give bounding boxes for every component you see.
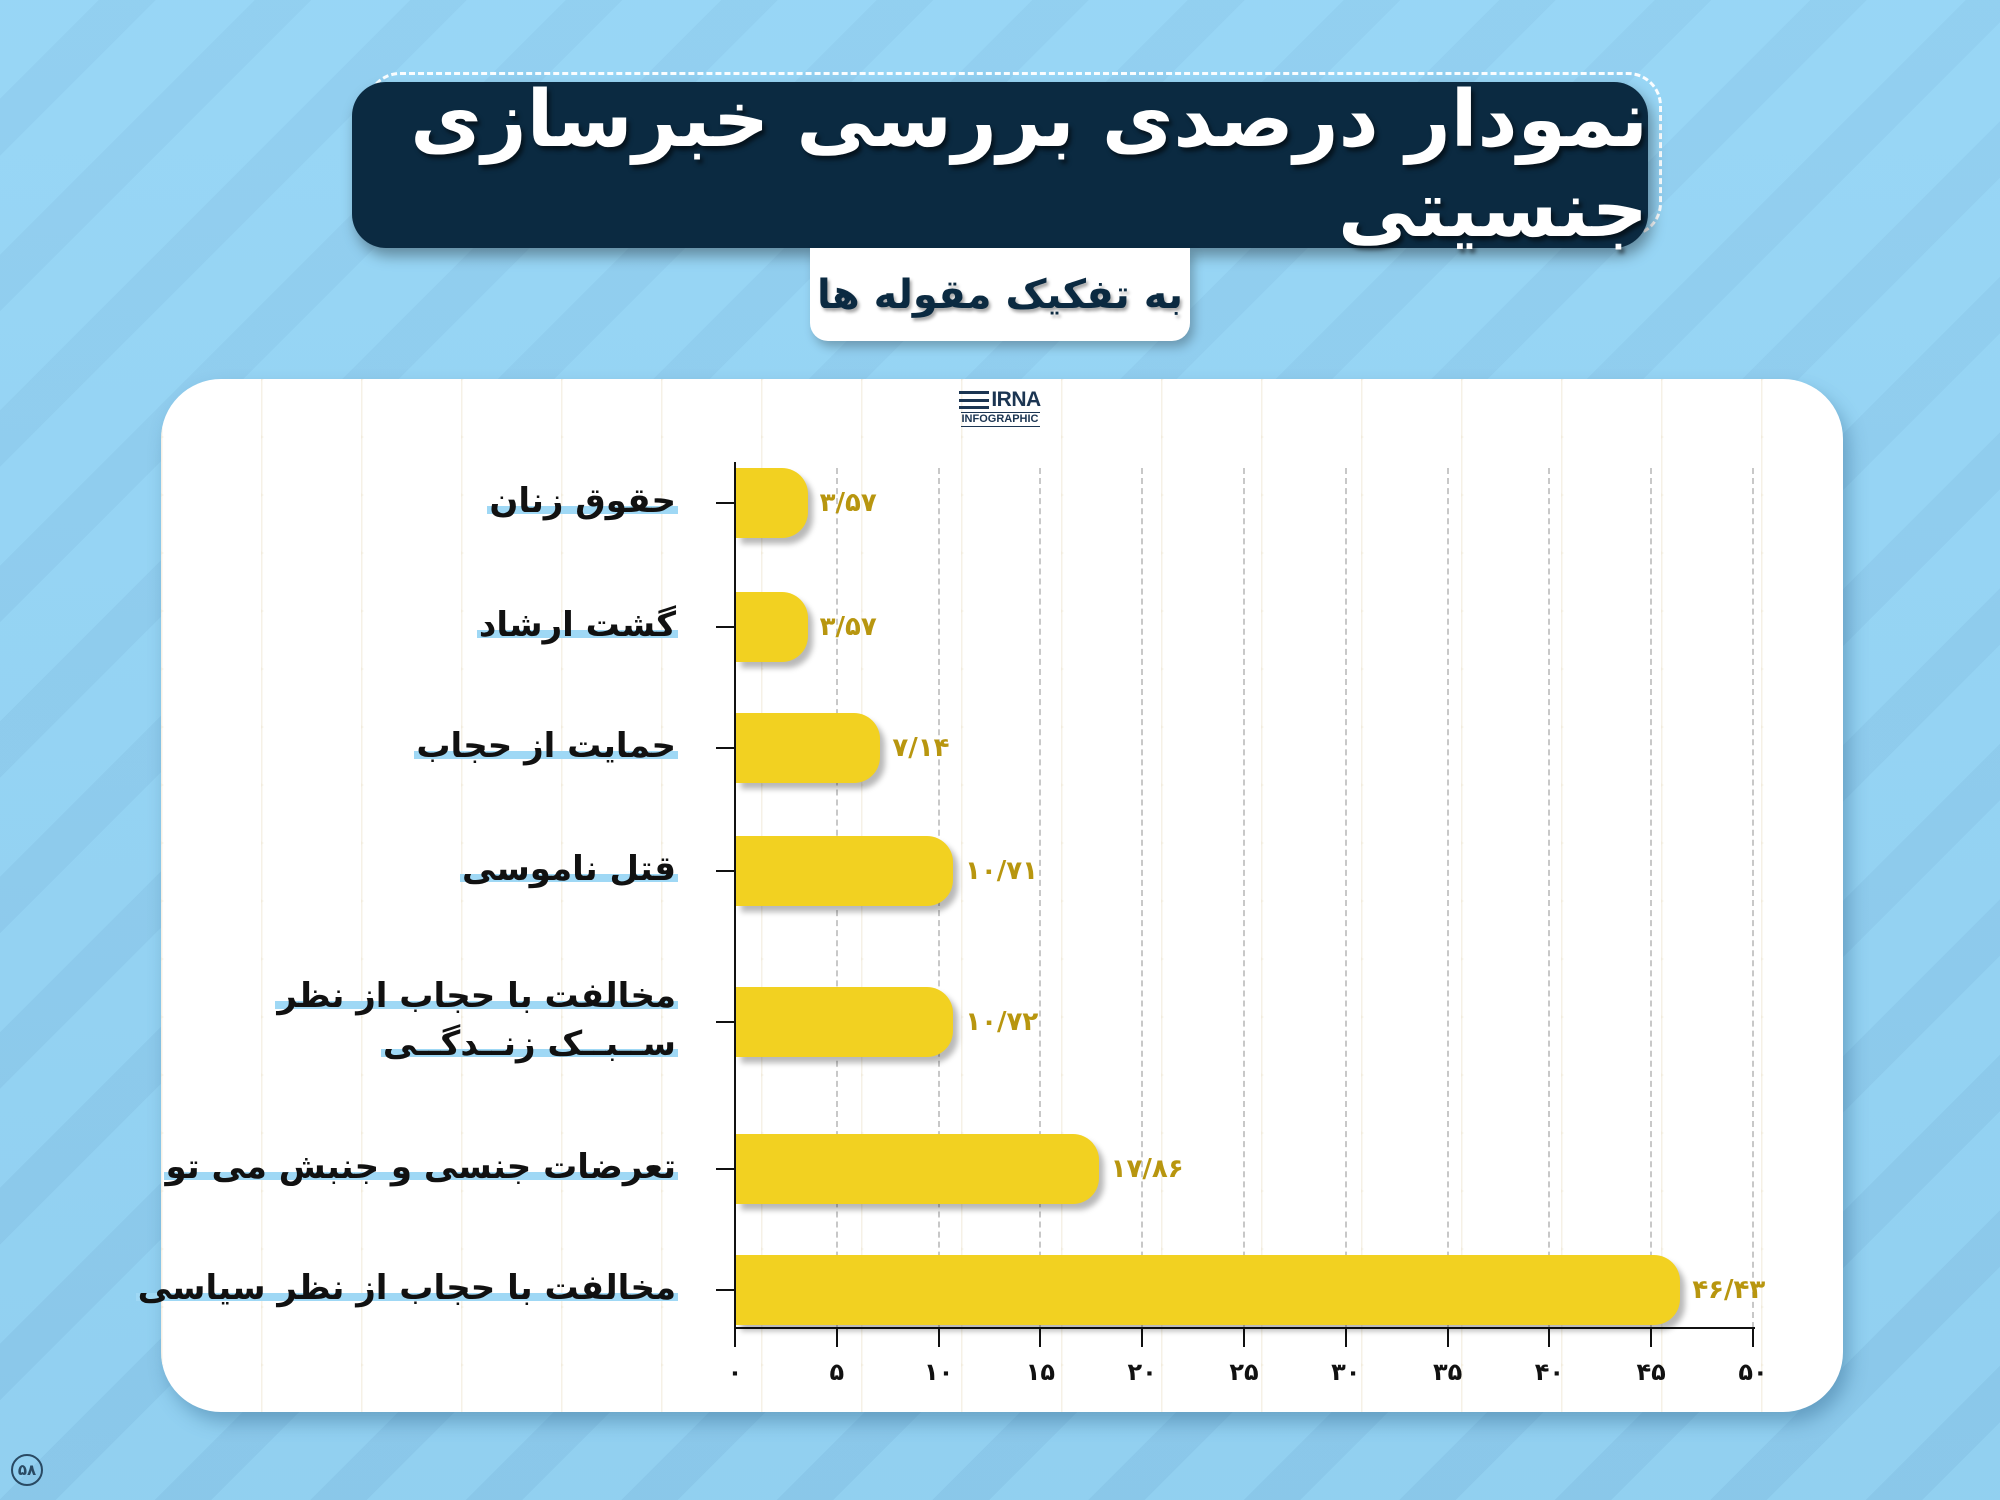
y-tick bbox=[716, 1021, 735, 1023]
x-tick bbox=[1141, 1327, 1144, 1347]
category-label-line: حقوق زنان bbox=[487, 481, 678, 521]
x-tick-label: ۵۰ bbox=[1738, 1358, 1768, 1386]
bar bbox=[736, 836, 954, 906]
category-label: حمایت از حجاب bbox=[414, 722, 678, 770]
category-label-line: ســبــک زنــدگــی bbox=[380, 1024, 678, 1064]
gridline bbox=[1446, 468, 1449, 1328]
category-label-line: قتل ناموسی bbox=[459, 849, 678, 889]
bar-value-label: ۱۰/۷۲ bbox=[965, 1007, 1039, 1037]
y-tick bbox=[716, 1289, 735, 1291]
bar bbox=[736, 987, 954, 1057]
category-label: قتل ناموسی bbox=[459, 845, 678, 893]
x-tick-label: ۲۵ bbox=[1229, 1358, 1259, 1386]
x-tick-label: ۱۰ bbox=[923, 1358, 954, 1386]
gridline bbox=[1141, 468, 1144, 1328]
bar bbox=[736, 1255, 1681, 1325]
y-tick bbox=[716, 1168, 735, 1170]
page-subtitle: به تفکیک مقوله ها bbox=[816, 271, 1184, 318]
page-number: ۵۸ bbox=[11, 1454, 43, 1486]
y-tick bbox=[716, 626, 735, 628]
x-tick bbox=[1243, 1327, 1245, 1347]
x-tick-label: ۵ bbox=[829, 1358, 845, 1386]
gridline bbox=[1243, 468, 1245, 1328]
x-tick bbox=[734, 1327, 736, 1347]
bar-value-label: ۱۰/۷۱ bbox=[965, 856, 1039, 886]
y-tick bbox=[716, 747, 735, 749]
x-tick bbox=[1039, 1327, 1042, 1347]
x-tick-label: ۳۰ bbox=[1331, 1358, 1361, 1386]
x-tick bbox=[1548, 1327, 1551, 1347]
y-tick bbox=[716, 502, 735, 504]
irna-logo: IRNA INFOGRAPHIC bbox=[954, 388, 1046, 436]
bar-value-label: ۴۶/۴۳ bbox=[1692, 1275, 1766, 1305]
x-tick bbox=[1752, 1327, 1754, 1347]
gridline bbox=[1039, 468, 1042, 1328]
logo-brand: IRNA bbox=[991, 388, 1041, 411]
bar-value-label: ۷/۱۴ bbox=[892, 733, 950, 763]
category-label-line: حمایت از حجاب bbox=[414, 726, 678, 766]
x-tick-label: ۲۰ bbox=[1127, 1358, 1157, 1386]
x-tick bbox=[937, 1327, 940, 1347]
x-tick bbox=[835, 1327, 838, 1347]
y-axis-line bbox=[734, 462, 736, 1330]
bar-value-label: ۱۷/۸۶ bbox=[1110, 1154, 1184, 1184]
x-tick-label: ۱۵ bbox=[1025, 1358, 1056, 1386]
bar bbox=[736, 1134, 1099, 1204]
subtitle-box: به تفکیک مقوله ها bbox=[810, 248, 1190, 341]
x-tick bbox=[1650, 1327, 1653, 1347]
x-tick bbox=[1446, 1327, 1449, 1347]
x-tick bbox=[1344, 1327, 1347, 1347]
bar bbox=[736, 468, 808, 538]
bar bbox=[736, 592, 808, 662]
page-title: نمودار درصدی بررسی خبرسازی جنسیتی bbox=[410, 75, 1649, 255]
gridline bbox=[1344, 468, 1347, 1328]
x-tick-label: ۰ bbox=[727, 1358, 743, 1386]
title-banner: نمودار درصدی بررسی خبرسازی جنسیتی bbox=[352, 75, 1649, 255]
gridline bbox=[1548, 468, 1551, 1328]
logo-tagline: INFOGRAPHIC bbox=[960, 412, 1040, 427]
bar bbox=[736, 713, 881, 783]
x-tick-label: ۴۰ bbox=[1534, 1358, 1565, 1386]
x-tick-label: ۳۵ bbox=[1432, 1358, 1463, 1386]
category-label-line: گشت ارشاد bbox=[476, 605, 678, 645]
category-label-line: مخالفت با حجاب از نظر سیاسی bbox=[135, 1268, 678, 1308]
y-tick bbox=[716, 870, 735, 872]
bar-value-label: ۳/۵۷ bbox=[819, 612, 877, 642]
category-label: گشت ارشاد bbox=[476, 601, 678, 649]
category-label: مخالفت با حجاب از نظر سیاسی bbox=[135, 1264, 678, 1312]
category-label-line: مخالفت با حجاب از نظر bbox=[275, 976, 678, 1016]
gridline bbox=[1752, 468, 1754, 1328]
bar-value-label: ۳/۵۷ bbox=[819, 488, 877, 518]
x-tick-label: ۴۵ bbox=[1636, 1358, 1666, 1386]
gridline bbox=[1650, 468, 1653, 1328]
irna-mark-icon bbox=[959, 391, 990, 409]
category-label: تعرضات جنسی و جنبش می تو bbox=[163, 1143, 678, 1191]
category-label-line: تعرضات جنسی و جنبش می تو bbox=[163, 1147, 678, 1187]
category-label: مخالفت با حجاب از نظر ســبــک زنــدگــی bbox=[275, 972, 678, 1068]
category-label: حقوق زنان bbox=[487, 477, 678, 525]
chart-card bbox=[161, 379, 1843, 1412]
hexagon-pattern bbox=[161, 379, 1843, 1412]
